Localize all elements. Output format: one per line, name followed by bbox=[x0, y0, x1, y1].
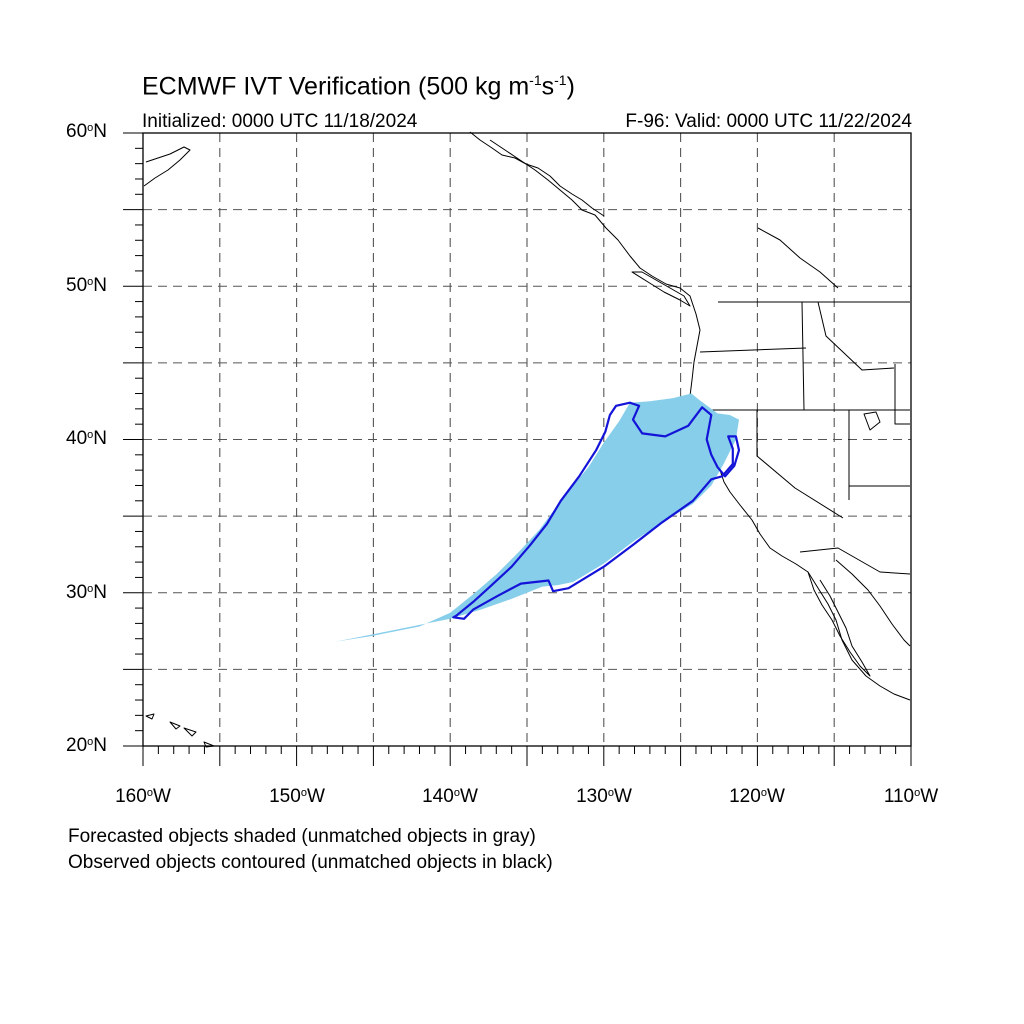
lon-label-140w: 140oW bbox=[422, 786, 478, 807]
lon-label-120w: 120oW bbox=[729, 786, 785, 807]
lon-label-110w: 110oW bbox=[883, 786, 939, 807]
axis-ticks bbox=[123, 132, 912, 766]
us-mexico-border bbox=[799, 547, 911, 575]
lat-label-60: 60oN bbox=[66, 121, 107, 142]
lat-lon-grid bbox=[143, 133, 911, 746]
chart-title: ECMWF IVT Verification (500 kg m-1s-1) bbox=[142, 72, 575, 101]
wy-boundary bbox=[894, 364, 910, 425]
valid-time: F-96: Valid: 0000 UTC 11/22/2024 bbox=[625, 111, 912, 132]
vancouver-island bbox=[631, 271, 691, 307]
lat-label-20: 20oN bbox=[66, 735, 107, 756]
verification-objects bbox=[335, 393, 741, 642]
idaho-montana bbox=[817, 301, 895, 371]
legend-observed-note: Observed objects contoured (unmatched ob… bbox=[68, 852, 553, 873]
lon-label-130w: 130oW bbox=[576, 786, 632, 807]
observed-ivt-contour bbox=[452, 401, 741, 620]
oregon-boundary bbox=[699, 347, 807, 353]
lat-label-40: 40oN bbox=[66, 428, 107, 449]
alaska-panhandle bbox=[469, 131, 605, 217]
alaska-peninsula bbox=[143, 146, 191, 187]
great-salt-lake bbox=[863, 411, 881, 431]
map-frame bbox=[142, 132, 912, 747]
forecast-ivt-object bbox=[335, 393, 739, 642]
lat-label-50: 50oN bbox=[66, 275, 107, 296]
idaho-boundary bbox=[801, 301, 805, 411]
lon-label-160w: 160oW bbox=[115, 786, 171, 807]
hawaii-islands bbox=[145, 713, 215, 748]
baja-california bbox=[807, 571, 871, 677]
initialized-time: Initialized: 0000 UTC 11/18/2024 bbox=[142, 111, 418, 132]
lon-label-150w: 150oW bbox=[269, 786, 325, 807]
lat-label-30: 30oN bbox=[66, 582, 107, 603]
legend-forecast-note: Forecasted objects shaded (unmatched obj… bbox=[68, 826, 536, 847]
mainland-mexico bbox=[835, 559, 911, 647]
canada-interior-line bbox=[757, 227, 839, 289]
ca-nv-boundary bbox=[756, 410, 844, 519]
